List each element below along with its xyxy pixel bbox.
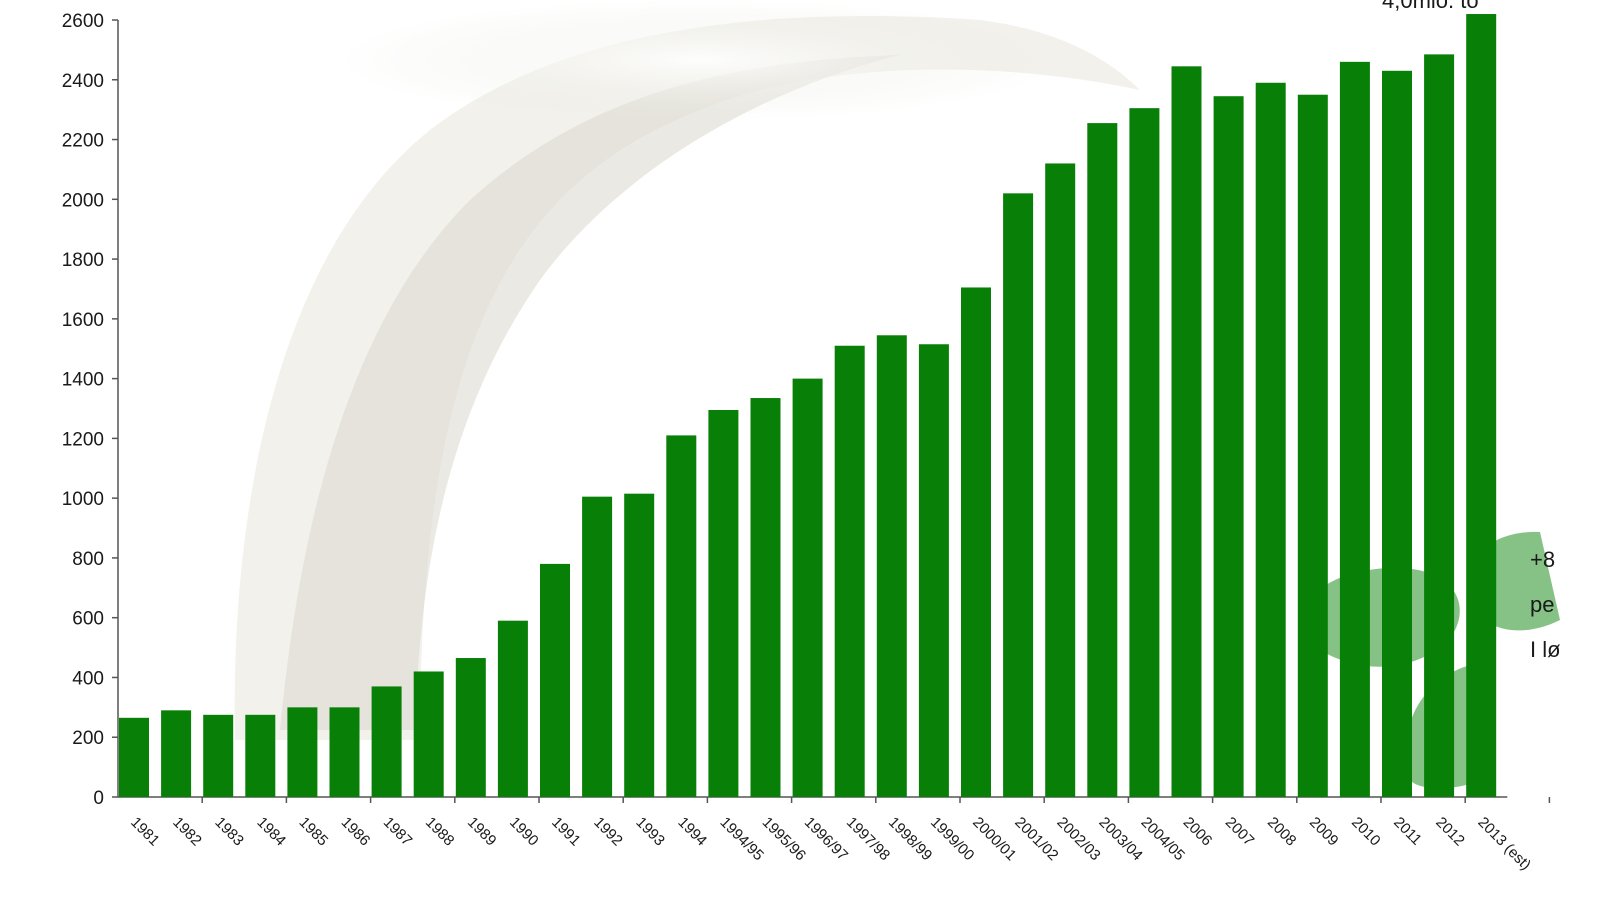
bar [1255, 82, 1286, 797]
y-tick-label: 1600 [62, 310, 104, 331]
y-tick-label: 0 [93, 788, 104, 809]
bar [161, 710, 192, 797]
bar [961, 287, 991, 797]
x-tick-label: 1995/96 [759, 814, 809, 864]
x-tick-label: 1994/95 [717, 814, 767, 864]
x-tick-label: 2006 [1180, 814, 1216, 850]
y-tick-label: 800 [72, 549, 104, 570]
y-axis-labels: 0 200 400 600 800 1000 1200 1400 1600 1800 2000 220… [62, 11, 104, 809]
bar [497, 620, 528, 797]
x-tick-label: 2001/02 [1011, 814, 1061, 864]
y-tick-label: 600 [72, 609, 104, 630]
y-tick-label: 2400 [62, 71, 104, 92]
bar [918, 344, 949, 797]
annotation-top: 4,0mio. to [1382, 0, 1479, 13]
bar [203, 714, 234, 797]
bar [540, 563, 570, 797]
bar [834, 345, 865, 797]
x-tick-label: 2003/04 [1095, 814, 1145, 864]
x-tick-label: 1993 [632, 814, 668, 850]
x-tick-label: 1987 [380, 814, 416, 850]
annotation-line: +8 [1530, 547, 1555, 572]
bar [1297, 94, 1328, 797]
y-tick-label: 1800 [62, 250, 104, 271]
y-tick-label: 2200 [62, 131, 104, 152]
x-tick-label: 1998/99 [885, 814, 935, 864]
bar [413, 671, 444, 797]
bar [624, 493, 655, 797]
bar [792, 378, 823, 797]
y-tick-label: 1400 [62, 370, 104, 391]
bar [1087, 123, 1118, 797]
x-tick-label: 2009 [1306, 814, 1342, 850]
y-tick-label: 2000 [62, 190, 104, 211]
y-tick-label: 1000 [62, 489, 104, 510]
bar [1466, 14, 1497, 798]
x-axis-labels: 1981 1982 1983 1984 1985 1986 1987 1988 1989 1990… [127, 814, 1534, 874]
bar [876, 335, 907, 797]
x-tick-label: 1988 [422, 814, 458, 850]
bar [582, 496, 613, 797]
x-tick-label: 1999/00 [927, 814, 977, 864]
bars [119, 14, 1497, 798]
annotations: 4,0mio. to +8 pe I lø [1382, 0, 1561, 662]
bar [371, 686, 402, 797]
x-tick-label: 2008 [1264, 814, 1300, 850]
x-tick-label: 1983 [211, 814, 247, 850]
annotation-line: pe [1530, 592, 1554, 617]
bar [666, 435, 697, 797]
bar [1171, 66, 1202, 797]
x-tick-label: 2007 [1222, 814, 1258, 850]
annotation-line: I lø [1530, 637, 1561, 662]
x-tick-label: 2000/01 [969, 814, 1019, 864]
bar [455, 658, 486, 797]
y-tick-label: 1200 [62, 429, 104, 450]
bar [1045, 163, 1076, 797]
x-tick-label: 2004/05 [1138, 814, 1188, 864]
x-tick-label: 2002/03 [1053, 814, 1103, 864]
y-tick-label: 400 [72, 668, 104, 689]
x-tick-label: 1986 [338, 814, 374, 850]
bar [750, 398, 781, 797]
x-tick-label: 2010 [1348, 814, 1384, 850]
bar [708, 409, 739, 797]
x-tick-label: 1996/97 [801, 814, 851, 864]
bar [1003, 193, 1034, 798]
bar [1213, 96, 1244, 798]
bar [1424, 54, 1455, 797]
x-tick-label: 1994 [674, 814, 710, 850]
bar [329, 707, 360, 797]
x-tick-label: 1991 [548, 814, 584, 850]
bar [1382, 70, 1412, 798]
x-tick-label: 1992 [590, 814, 626, 850]
x-tick-label: 2012 [1432, 814, 1468, 850]
x-tick-label: 1997/98 [843, 814, 893, 864]
x-tick-label: 1981 [127, 814, 163, 850]
x-tick-label: 1984 [253, 814, 289, 850]
bar [1129, 108, 1160, 798]
x-tick-label: 1990 [506, 814, 542, 850]
x-tick-label: 2011 [1390, 814, 1425, 849]
bar [287, 707, 318, 797]
x-tick-label: 1989 [464, 814, 500, 850]
milk-splash-background [234, 0, 1140, 741]
bar [1339, 61, 1370, 798]
x-tick-label: 1985 [296, 814, 332, 850]
x-tick-label: 2013 (est) [1474, 814, 1534, 874]
bar [245, 714, 276, 797]
x-tick-label: 1982 [169, 814, 205, 850]
bar [119, 717, 149, 797]
y-tick-label: 2600 [62, 11, 104, 32]
y-tick-label: 200 [72, 728, 104, 749]
